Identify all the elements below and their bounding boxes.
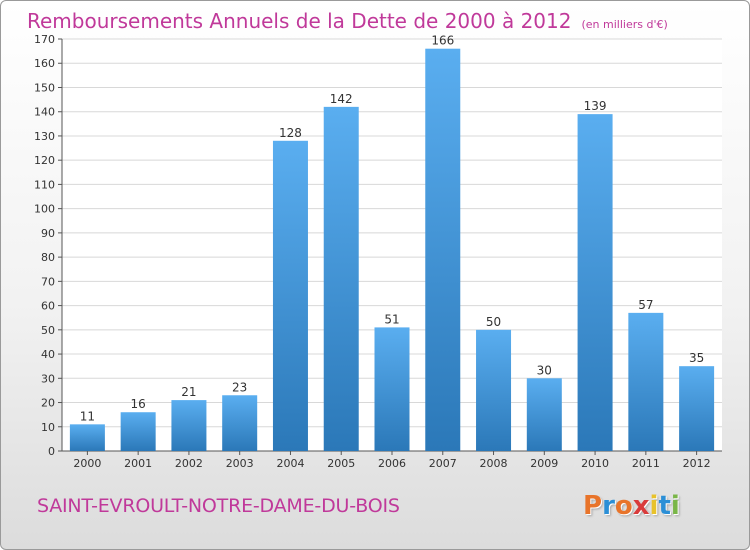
logo-letter: t (658, 491, 671, 521)
x-tick-label: 2002 (175, 457, 203, 470)
logo-letter: i (670, 491, 680, 521)
bar-2012 (679, 366, 715, 451)
title-text: Remboursements Annuels de la Dette de 20… (27, 9, 572, 33)
y-tick-label: 110 (34, 178, 55, 191)
data-label: 139 (584, 99, 607, 113)
logo-letter: o (614, 491, 633, 521)
y-tick-label: 160 (34, 57, 55, 70)
data-labels: 11 16 21 23 128 142 51 166 50 30 139 57 35 (80, 34, 705, 424)
x-tick-label: 2003 (226, 457, 254, 470)
y-tick-label: 120 (34, 154, 55, 167)
y-tick-label: 170 (34, 33, 55, 46)
y-tick-label: 30 (41, 372, 55, 385)
data-label: 11 (80, 409, 95, 423)
y-tick-label: 150 (34, 81, 55, 94)
x-tick-labels: 2000 2001 2002 2003 2004 2005 2006 2007 2008 2009… (73, 457, 710, 470)
y-tick-label: 20 (41, 397, 55, 410)
x-tick-label: 2006 (378, 457, 406, 470)
bar-2006 (374, 327, 410, 451)
logo-letter: i (649, 491, 659, 521)
logo-letter: r (602, 491, 615, 521)
y-tick-label: 140 (34, 106, 55, 119)
data-label: 16 (131, 397, 146, 411)
bar-2004 (272, 140, 308, 451)
data-label: 166 (431, 34, 454, 48)
bar-2007 (425, 48, 461, 451)
chart-title: Remboursements Annuels de la Dette de 20… (27, 9, 668, 33)
x-tick-label: 2007 (429, 457, 457, 470)
data-label: 57 (638, 298, 653, 312)
y-tick-label: 130 (34, 130, 55, 143)
logo-letter: x (632, 491, 650, 521)
x-tick-label: 2009 (530, 457, 558, 470)
bars (69, 48, 715, 452)
data-label: 50 (486, 315, 501, 329)
bar-2011 (628, 312, 664, 451)
data-label: 51 (384, 312, 399, 326)
y-tick-label: 80 (41, 251, 55, 264)
commune-name: SAINT-EVROULT-NOTRE-DAME-DU-BOIS (37, 495, 400, 517)
x-tick-label: 2004 (276, 457, 304, 470)
y-tick-label: 10 (41, 421, 55, 434)
x-tick-label: 2012 (683, 457, 711, 470)
y-tick-label: 40 (41, 348, 55, 361)
x-tick-label: 2008 (480, 457, 508, 470)
bar-2008 (476, 329, 512, 451)
x-tick-label: 2000 (73, 457, 101, 470)
y-tick-labels: 0 10 20 30 40 50 60 70 80 90 100 110 120 130 140 150 160… (34, 33, 55, 458)
y-tick-label: 90 (41, 227, 55, 240)
data-label: 128 (279, 126, 302, 140)
data-label: 35 (689, 351, 704, 365)
y-tick-label: 70 (41, 275, 55, 288)
data-label: 30 (537, 363, 552, 377)
logo-letter: P (583, 491, 603, 521)
bar-2005 (323, 106, 359, 451)
x-tick-label: 2010 (581, 457, 609, 470)
data-label: 21 (181, 385, 196, 399)
x-tick-label: 2005 (327, 457, 355, 470)
y-tick-label: 100 (34, 203, 55, 216)
bar-2010 (577, 114, 613, 452)
data-label: 23 (232, 380, 247, 394)
x-tick-label: 2001 (124, 457, 152, 470)
data-label: 142 (330, 92, 353, 106)
proxiti-logo: Proxiti (583, 491, 680, 521)
unit-label: (en milliers d'€) (581, 18, 668, 31)
y-tick-label: 60 (41, 300, 55, 313)
y-tick-label: 0 (48, 445, 55, 458)
x-tick-label: 2011 (632, 457, 660, 470)
bar-2009 (526, 378, 562, 451)
bar-2000 (69, 424, 105, 451)
bar-2002 (171, 400, 207, 451)
bar-2001 (120, 412, 156, 451)
bar-2003 (222, 395, 258, 451)
y-tick-label: 50 (41, 324, 55, 337)
